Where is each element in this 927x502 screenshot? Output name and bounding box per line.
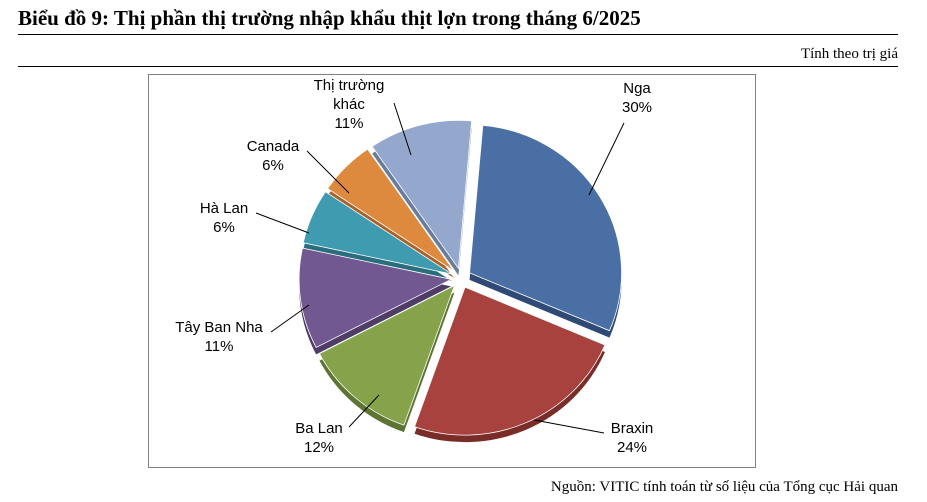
header-rule [18,66,898,67]
slice-label: Braxin 24% [611,420,654,456]
slice-label: Canada 6% [247,138,300,174]
slice-label: Nga 30% [622,80,652,116]
slice-percent: 11% [205,338,234,355]
slice-label: Hà Lan 6% [200,200,248,236]
slice-name: Nga [623,80,651,97]
leader-line [393,102,412,156]
slice-name: Braxin [611,420,654,437]
slice-name: Ba Lan [295,420,343,437]
pie-slice [302,191,453,275]
leader-line [533,419,605,434]
slice-name: khác [333,96,365,113]
chart-title: Biểu đồ 9: Thị phần thị trường nhập khẩu… [18,6,641,30]
slice-name: Canada [247,138,300,155]
unit-note: Tính theo trị giá [800,46,898,62]
slice-name: Tây Ban Nha [175,319,263,336]
slice-percent: 6% [262,157,284,174]
pie-slice [298,247,453,348]
pie-slice [371,119,473,270]
chart-area: Nga 30% Braxin 24% Ba Lan 12% Tây Ban Nha 11% Hà… [148,74,756,468]
leader-line [588,122,625,196]
slice-percent: 30% [622,99,652,116]
pie-slice [327,148,455,272]
slice-percent: 6% [213,219,235,236]
leader-line [306,150,350,194]
slice-label: Thị trường khác 11% [314,77,385,132]
slice-percent: 24% [617,439,647,456]
leader-line [270,304,310,333]
source-note: Nguồn: VITIC tính toán từ số liệu của Tổ… [550,479,898,495]
slice-label: Tây Ban Nha 11% [175,319,263,355]
pie-chart: Nga 30% Braxin 24% Ba Lan 12% Tây Ban Nha 11% Hà… [175,77,654,456]
slice-percent: 12% [304,439,334,456]
slice-name: Hà Lan [200,200,248,217]
pie-slice [318,284,456,426]
slice-name: Thị trường [314,77,385,94]
title-rule [18,34,898,35]
slice-percent: 11% [335,115,364,132]
leader-line [348,394,380,428]
slice-label: Ba Lan 12% [295,420,343,456]
pie-slice [469,124,622,332]
pie-slice [414,286,606,436]
leader-line [255,212,310,234]
